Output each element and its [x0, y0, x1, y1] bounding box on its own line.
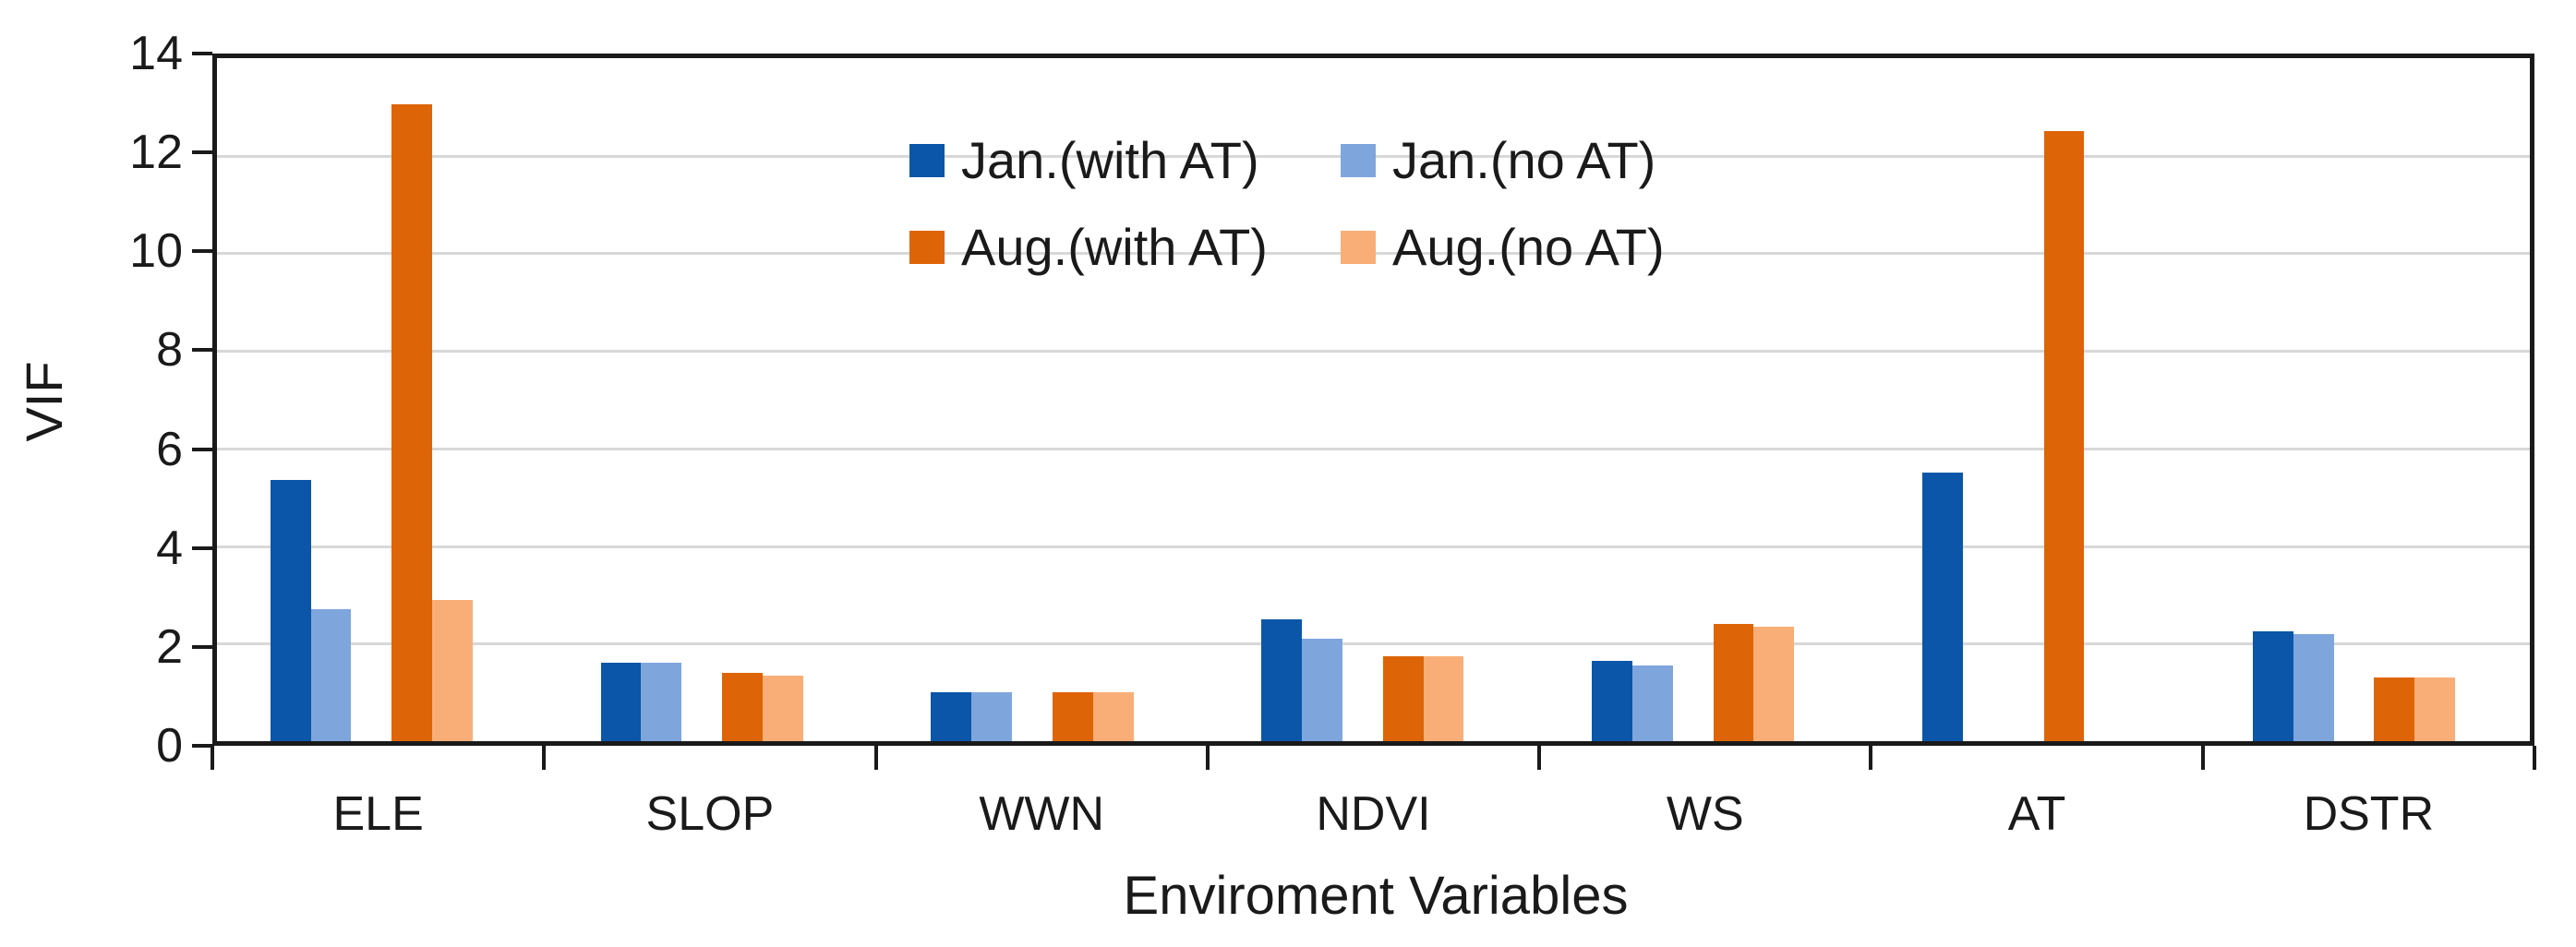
legend-item-jan-no-at: Jan.(no AT)	[1341, 133, 1655, 188]
bar-augnoat-dstr	[2414, 677, 2456, 741]
bar-augnoat-ws	[1753, 626, 1795, 741]
y-tick-label: 14	[129, 27, 183, 80]
bar-augwithat-dstr	[2374, 677, 2415, 741]
bar-janwithat-at	[1922, 473, 1963, 741]
y-tick-mark	[192, 447, 212, 451]
legend-swatch-aug-no-at	[1341, 231, 1376, 264]
x-tick-mark	[1537, 746, 1542, 770]
x-tick-mark	[542, 746, 547, 770]
legend-item-aug-no-at: Aug.(no AT)	[1341, 220, 1665, 275]
bar-augnoat-ndvi	[1423, 655, 1464, 741]
bar-augwithat-ndvi	[1382, 655, 1424, 741]
x-category-label-ele: ELE	[332, 787, 424, 841]
bar-janwithat-dstr	[2252, 631, 2293, 741]
bar-jannoat-ws	[1632, 665, 1673, 741]
legend-label: Jan.(with AT)	[961, 131, 1259, 189]
y-tick-label: 0	[156, 719, 183, 773]
legend-swatch-aug-with-at	[909, 231, 945, 264]
bar-augwithat-ws	[1713, 624, 1754, 741]
legend-item-aug-with-at: Aug.(with AT)	[909, 220, 1268, 275]
legend-label: Aug.(no AT)	[1392, 218, 1665, 276]
y-tick-mark	[192, 348, 212, 353]
x-category-label-slop: SLOP	[645, 787, 775, 841]
y-tick-label: 4	[156, 521, 183, 575]
y-tick-mark	[192, 545, 212, 550]
legend-swatch-jan-no-at	[1341, 144, 1376, 177]
legend-item-jan-with-at: Jan.(with AT)	[909, 133, 1259, 188]
bar-jannoat-ndvi	[1302, 639, 1342, 741]
y-tick-mark	[192, 249, 212, 254]
plot-inner	[217, 58, 2530, 741]
bar-janwithat-ndvi	[1261, 618, 1303, 741]
y-tick-label: 10	[129, 224, 183, 279]
bar-augwithat-at	[2043, 131, 2085, 741]
y-tick-mark	[192, 52, 212, 55]
legend-label: Aug.(with AT)	[961, 218, 1268, 276]
bar-jannoat-wwn	[971, 692, 1013, 741]
bar-augnoat-ele	[432, 599, 473, 741]
gridline	[217, 545, 2530, 548]
bar-jannoat-dstr	[2293, 633, 2334, 741]
bar-jannoat-ele	[310, 609, 352, 741]
legend-label: Jan.(no AT)	[1392, 131, 1656, 189]
y-tick-label: 12	[129, 126, 183, 180]
bar-janwithat-ws	[1592, 660, 1632, 741]
x-category-label-at: AT	[2007, 787, 2066, 841]
bar-jannoat-slop	[641, 663, 682, 741]
x-tick-mark	[2533, 746, 2536, 770]
x-tick-mark	[211, 746, 214, 770]
bar-janwithat-ele	[270, 480, 311, 741]
y-tick-mark	[192, 744, 212, 748]
y-tick-label: 2	[156, 619, 183, 674]
bar-augwithat-slop	[722, 673, 763, 741]
bar-augwithat-wwn	[1052, 692, 1093, 741]
x-tick-mark	[873, 746, 878, 770]
bar-augnoat-slop	[762, 675, 803, 741]
y-tick-mark	[192, 150, 212, 155]
gridline	[217, 350, 2530, 354]
gridline	[217, 447, 2530, 450]
x-tick-mark	[1205, 746, 1210, 770]
x-category-label-ndvi: NDVI	[1316, 787, 1431, 841]
bar-janwithat-slop	[600, 663, 642, 741]
x-tick-mark	[1869, 746, 1873, 770]
y-tick-mark	[192, 644, 212, 649]
gridline	[217, 642, 2530, 646]
y-tick-label: 8	[156, 323, 183, 378]
x-category-label-dstr: DSTR	[2303, 787, 2435, 841]
x-axis-title: Enviroment Variables	[1123, 866, 1629, 926]
bar-augnoat-wwn	[1092, 692, 1134, 741]
x-tick-mark	[2200, 746, 2205, 770]
legend-swatch-jan-with-at	[909, 144, 945, 177]
bar-augwithat-ele	[391, 104, 433, 741]
x-category-label-ws: WS	[1666, 787, 1744, 841]
y-tick-label: 6	[156, 422, 183, 476]
x-category-label-wwn: WWN	[979, 787, 1105, 841]
bar-janwithat-wwn	[931, 692, 972, 741]
